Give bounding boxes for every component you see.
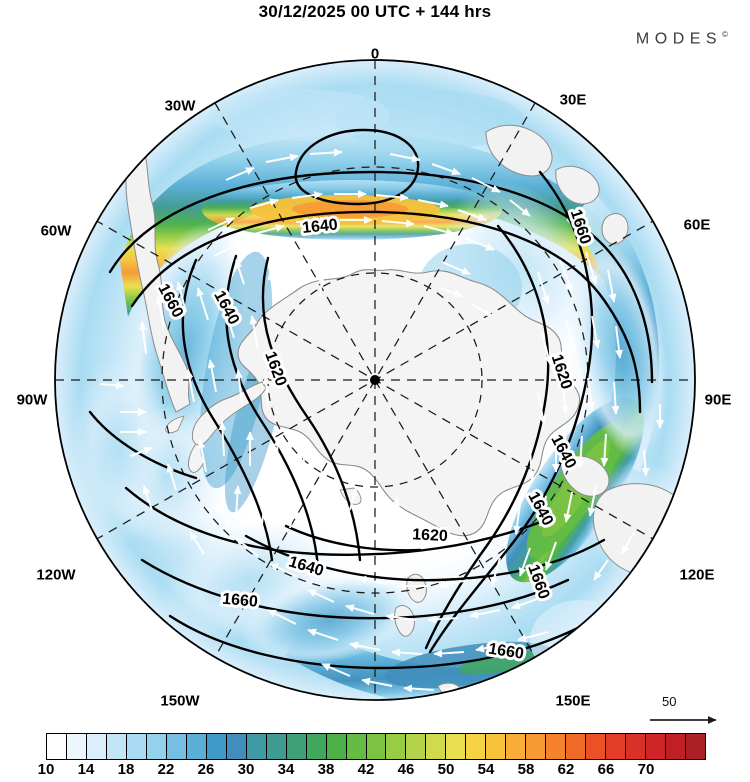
lon-label-60w: 60W (40, 222, 72, 240)
svg-text:1660: 1660 (222, 591, 259, 611)
svg-text:1620: 1620 (412, 526, 449, 545)
colorbar-swatch (466, 734, 487, 759)
polar-stereographic-map: 1640 1640 1660 1660 1640 1640 1620 1620 1660 1660… (0, 20, 750, 752)
colorbar-swatch (126, 734, 147, 759)
colorbar-swatch (386, 734, 407, 759)
colorbar-swatch (626, 734, 647, 759)
modes-wordmark: MODES (635, 30, 723, 48)
colorbar-tick-label: 58 (517, 761, 535, 778)
lon-label-30e: 30E (559, 91, 587, 109)
colorbar-swatch (646, 734, 667, 759)
colorbar-swatch (286, 734, 307, 759)
modes-logo: MODES© (636, 30, 728, 48)
colorbar-swatch (526, 734, 547, 759)
map-fields (55, 60, 695, 700)
colorbar-swatch (506, 734, 527, 759)
reference-vector: 50 (648, 694, 728, 730)
colorbar-swatch (406, 734, 427, 759)
copyright-mark: © (722, 30, 728, 39)
colorbar-swatch (306, 734, 327, 759)
page-title: 30/12/2025 00 UTC + 144 hrs (258, 2, 492, 21)
svg-text:1660: 1660 (487, 641, 525, 663)
colorbar-swatch (366, 734, 387, 759)
pole-marker (370, 375, 380, 385)
colorbar-tick-label: 18 (117, 761, 135, 778)
colorbar-swatch (146, 734, 167, 759)
lon-label-150e: 150E (555, 692, 591, 710)
wind-vectors (99, 148, 664, 694)
colorbar-swatch (206, 734, 227, 759)
colorbar-tick-label: 34 (277, 761, 295, 778)
colorbar-swatch (666, 734, 686, 759)
colorbar-tick-label: 38 (317, 761, 335, 778)
colorbar-swatch (326, 734, 347, 759)
colorbar-swatch (166, 734, 187, 759)
colorbar-swatch (586, 734, 607, 759)
colorbar-swatch (566, 734, 587, 759)
colorbar-tick-label: 70 (637, 761, 655, 778)
lon-label-30w: 30W (164, 97, 196, 115)
colorbar-swatch (546, 734, 567, 759)
globe-outline (54, 59, 696, 701)
lon-label-0: 0 (370, 45, 380, 63)
colorbar-ticks: 10 14 18 22 26 30 34 38 42 46 50 54 58 62 66 70 (38, 761, 706, 781)
lon-label-120e: 120E (679, 566, 715, 584)
colorbar-swatch (106, 734, 127, 759)
reference-vector-arrow (650, 716, 717, 724)
colorbar-swatch (246, 734, 267, 759)
colorbar-tick-label: 54 (477, 761, 495, 778)
colorbar-tick-label: 26 (197, 761, 215, 778)
lon-label-120w: 120W (36, 566, 76, 584)
lon-label-60e: 60E (683, 216, 711, 234)
colorbar-swatch (47, 734, 67, 759)
colorbar-swatch (66, 734, 87, 759)
colorbar-swatch (346, 734, 367, 759)
colorbar-swatch (86, 734, 107, 759)
colorbar-tick-label: 42 (357, 761, 375, 778)
colorbar-swatch (226, 734, 247, 759)
colorbar-swatches (46, 733, 706, 760)
svg-text:1640: 1640 (301, 216, 338, 237)
height-contours (88, 128, 654, 670)
lon-label-90e: 90E (704, 391, 732, 409)
colorbar-swatch (266, 734, 287, 759)
colorbar-tick-label: 10 (37, 761, 55, 778)
colorbar-swatch (426, 734, 447, 759)
colorbar-swatch (446, 734, 467, 759)
colorbar: 10 14 18 22 26 30 34 38 42 46 50 54 58 62 66 70 (38, 733, 706, 778)
lon-label-150w: 150W (160, 692, 200, 710)
reference-vector-label: 50 (662, 694, 677, 709)
colorbar-tick-label: 50 (437, 761, 455, 778)
lon-label-90w: 90W (16, 391, 48, 409)
colorbar-swatch (606, 734, 627, 759)
colorbar-swatch (186, 734, 207, 759)
colorbar-tick-label: 66 (597, 761, 615, 778)
colorbar-swatch (486, 734, 507, 759)
colorbar-tick-label: 62 (557, 761, 575, 778)
colorbar-tick-label: 46 (397, 761, 415, 778)
colorbar-tick-label: 14 (77, 761, 95, 778)
colorbar-swatch (686, 734, 705, 759)
colorbar-tick-label: 30 (237, 761, 255, 778)
colorbar-tick-label: 22 (157, 761, 175, 778)
